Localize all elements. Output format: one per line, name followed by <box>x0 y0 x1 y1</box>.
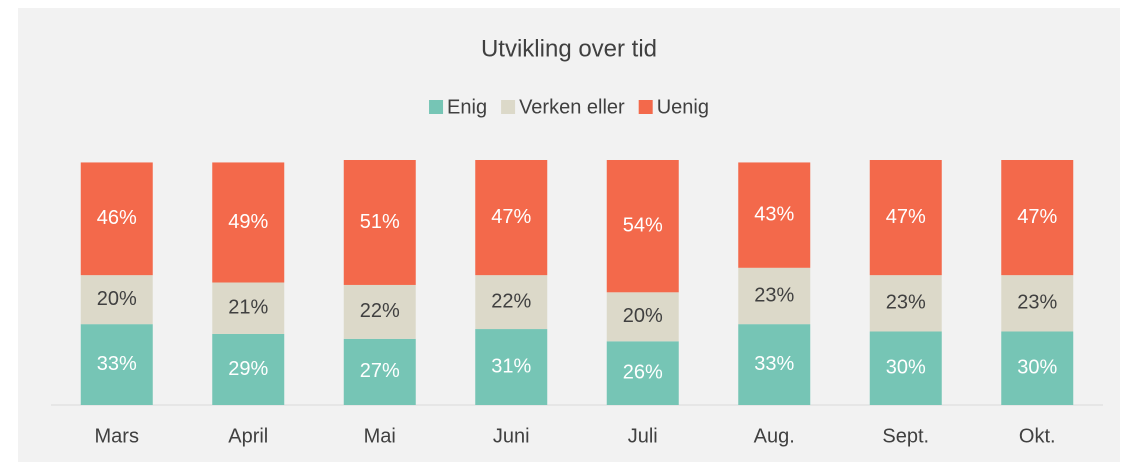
x-tick-label: Juni <box>493 425 530 447</box>
data-label: 31% <box>491 355 531 377</box>
bar-segment <box>738 324 811 405</box>
data-label: 20% <box>97 288 137 310</box>
legend-label: Verken eller <box>519 96 625 118</box>
x-tick-label: Okt. <box>1019 425 1056 447</box>
data-label: 49% <box>228 211 268 233</box>
bar-segment <box>80 324 153 405</box>
bar-segment <box>869 275 942 332</box>
data-label: 33% <box>97 353 137 375</box>
bar-segment <box>606 160 679 293</box>
data-label: 30% <box>886 357 926 379</box>
x-tick-label: Sept. <box>882 425 929 447</box>
bar-segment <box>869 160 942 276</box>
data-label: 27% <box>360 360 400 382</box>
bar-segment <box>343 160 416 285</box>
bar-segment <box>1001 331 1074 405</box>
x-tick-label: Juli <box>628 425 658 447</box>
bar-segment <box>869 331 942 405</box>
legend-swatch <box>429 100 444 114</box>
data-label: 47% <box>1017 206 1057 228</box>
bar-segment <box>212 282 285 334</box>
legend-swatch <box>501 100 516 114</box>
legend-label: Uenig <box>657 96 709 118</box>
bar-segment <box>343 338 416 405</box>
data-label: 22% <box>491 290 531 312</box>
chart-title: Utvikling over tid <box>481 35 657 62</box>
bar-segment <box>80 162 153 276</box>
bar-segment <box>1001 160 1074 276</box>
bar-segment <box>606 292 679 342</box>
bar-segment <box>343 284 416 339</box>
x-tick-label: Mai <box>364 425 396 447</box>
x-tick-label: April <box>228 425 268 447</box>
bar-segment <box>606 341 679 405</box>
x-tick-label: Aug. <box>754 425 795 447</box>
bar-segment <box>80 275 153 325</box>
data-label: 21% <box>228 297 268 319</box>
bar-segment <box>1001 275 1074 332</box>
data-label: 46% <box>97 207 137 229</box>
data-label: 54% <box>623 214 663 236</box>
data-label: 23% <box>1017 292 1057 314</box>
data-label: 20% <box>623 305 663 327</box>
data-label: 30% <box>1017 357 1057 379</box>
bar-segment <box>212 162 285 283</box>
chart-background <box>18 8 1120 462</box>
data-label: 51% <box>360 211 400 233</box>
x-tick-label: Mars <box>95 425 139 447</box>
data-label: 29% <box>228 358 268 380</box>
bar-segment <box>475 160 548 276</box>
data-label: 22% <box>360 300 400 322</box>
data-label: 23% <box>754 284 794 306</box>
bar-segment <box>738 162 811 268</box>
legend-swatch <box>638 100 653 114</box>
bar-segment <box>475 275 548 330</box>
data-label: 26% <box>623 361 663 383</box>
data-label: 47% <box>491 206 531 228</box>
data-label: 33% <box>754 353 794 375</box>
bar-segment <box>475 329 548 405</box>
data-label: 23% <box>886 292 926 314</box>
bar-segment <box>212 333 285 405</box>
legend-label: Enig <box>447 96 487 118</box>
data-label: 43% <box>754 203 794 225</box>
bar-segment <box>738 267 811 325</box>
data-label: 47% <box>886 206 926 228</box>
